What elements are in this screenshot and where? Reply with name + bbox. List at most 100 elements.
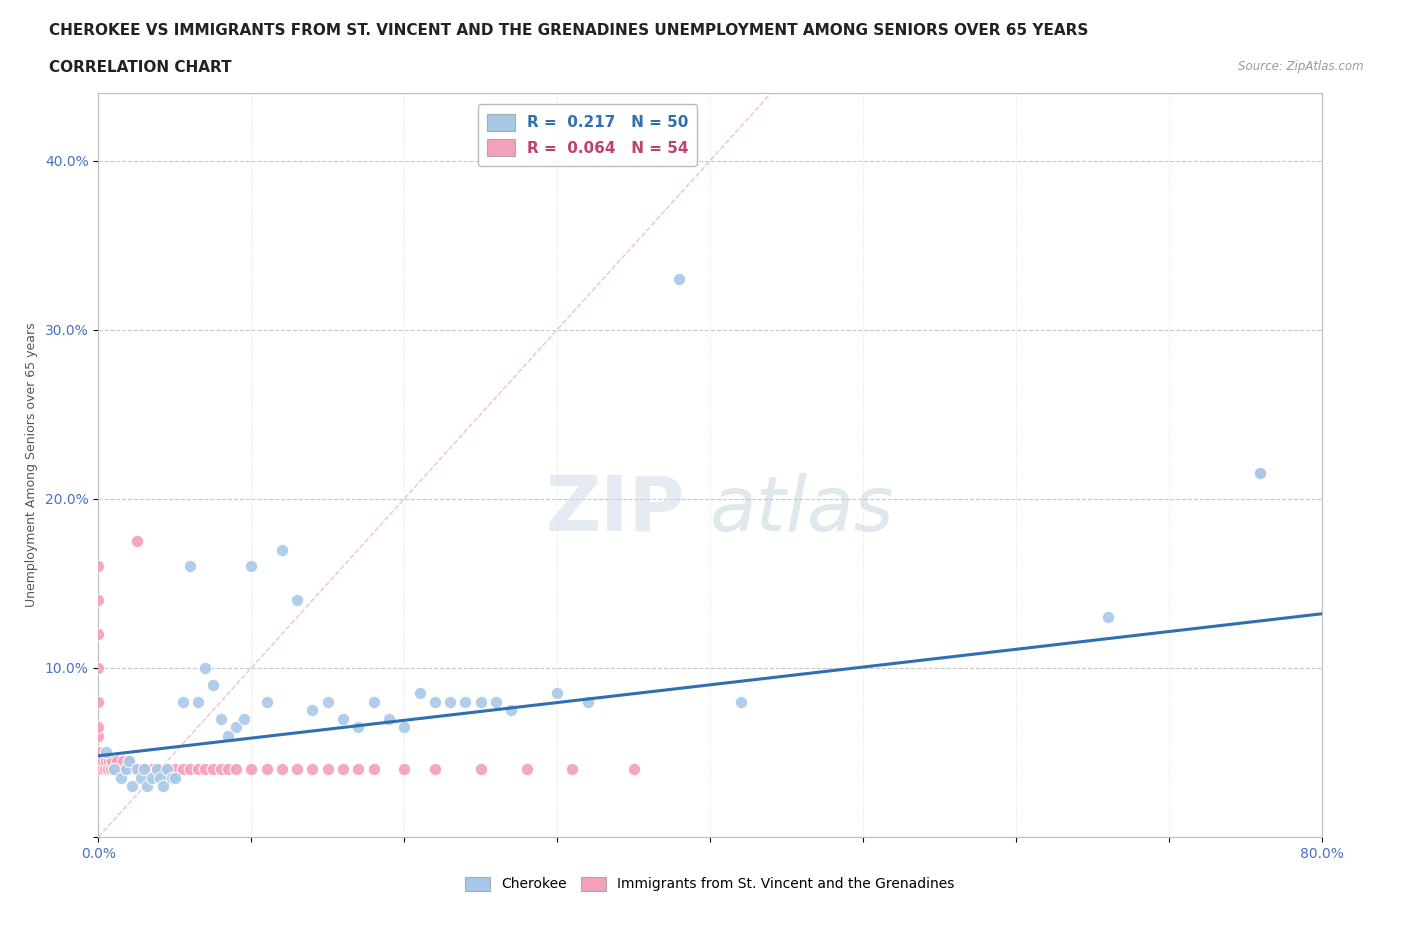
- Point: [103, 762, 125, 777]
- Point: [316, 695, 339, 710]
- Point: [363, 695, 385, 710]
- Point: [561, 762, 583, 777]
- Point: [87, 745, 110, 760]
- Point: [98, 753, 121, 768]
- Point: [90, 762, 112, 777]
- Point: [118, 753, 141, 768]
- Point: [363, 762, 385, 777]
- Point: [423, 762, 446, 777]
- Point: [179, 559, 201, 574]
- Point: [149, 770, 172, 785]
- Point: [163, 770, 186, 785]
- Point: [87, 660, 110, 675]
- Text: CHEROKEE VS IMMIGRANTS FROM ST. VINCENT AND THE GRENADINES UNEMPLOYMENT AMONG SE: CHEROKEE VS IMMIGRANTS FROM ST. VINCENT …: [49, 23, 1088, 38]
- Point: [217, 728, 239, 743]
- Point: [111, 753, 134, 768]
- Point: [392, 720, 416, 735]
- Point: [285, 592, 308, 607]
- Point: [316, 762, 339, 777]
- Point: [408, 685, 430, 700]
- Point: [105, 753, 128, 768]
- Point: [423, 695, 446, 710]
- Point: [202, 677, 225, 692]
- Point: [101, 753, 124, 768]
- Point: [454, 695, 477, 710]
- Point: [121, 778, 143, 793]
- Point: [285, 762, 308, 777]
- Point: [134, 762, 156, 777]
- Point: [470, 695, 492, 710]
- Point: [87, 695, 110, 710]
- Point: [160, 770, 183, 785]
- Point: [87, 627, 110, 642]
- Point: [134, 762, 156, 777]
- Point: [209, 711, 232, 726]
- Point: [156, 762, 179, 777]
- Point: [87, 592, 110, 607]
- Point: [347, 720, 370, 735]
- Point: [187, 695, 209, 710]
- Point: [347, 762, 370, 777]
- Point: [141, 770, 163, 785]
- Point: [179, 762, 201, 777]
- Point: [121, 762, 143, 777]
- Point: [256, 695, 278, 710]
- Point: [100, 762, 122, 777]
- Point: [110, 770, 132, 785]
- Point: [232, 711, 254, 726]
- Point: [172, 762, 194, 777]
- Point: [439, 695, 461, 710]
- Point: [730, 695, 752, 710]
- Point: [152, 778, 174, 793]
- Point: [97, 762, 120, 777]
- Point: [194, 660, 217, 675]
- Point: [115, 762, 138, 777]
- Point: [501, 703, 523, 718]
- Point: [485, 695, 508, 710]
- Point: [225, 720, 247, 735]
- Point: [87, 720, 110, 735]
- Point: [163, 762, 186, 777]
- Point: [1097, 610, 1119, 625]
- Point: [623, 762, 645, 777]
- Point: [576, 695, 599, 710]
- Point: [156, 762, 179, 777]
- Point: [136, 778, 159, 793]
- Point: [124, 762, 146, 777]
- Legend: Cherokee, Immigrants from St. Vincent and the Grenadines: Cherokee, Immigrants from St. Vincent an…: [460, 871, 960, 897]
- Point: [115, 762, 138, 777]
- Text: CORRELATION CHART: CORRELATION CHART: [49, 60, 232, 75]
- Point: [108, 762, 131, 777]
- Point: [94, 745, 117, 760]
- Point: [145, 762, 167, 777]
- Point: [270, 542, 292, 557]
- Point: [392, 762, 416, 777]
- Point: [87, 559, 110, 574]
- Point: [516, 762, 538, 777]
- Point: [1249, 466, 1271, 481]
- Point: [118, 753, 141, 768]
- Point: [93, 762, 115, 777]
- Point: [141, 762, 163, 777]
- Point: [332, 762, 354, 777]
- Point: [194, 762, 217, 777]
- Point: [217, 762, 239, 777]
- Point: [94, 753, 117, 768]
- Point: [87, 728, 110, 743]
- Point: [125, 534, 148, 549]
- Point: [187, 762, 209, 777]
- Point: [240, 762, 263, 777]
- Point: [202, 762, 225, 777]
- Point: [225, 762, 247, 777]
- Point: [668, 272, 690, 286]
- Point: [378, 711, 401, 726]
- Point: [301, 762, 323, 777]
- Point: [172, 695, 194, 710]
- Point: [209, 762, 232, 777]
- Point: [470, 762, 492, 777]
- Point: [546, 685, 568, 700]
- Point: [301, 703, 323, 718]
- Point: [332, 711, 354, 726]
- Y-axis label: Unemployment Among Seniors over 65 years: Unemployment Among Seniors over 65 years: [25, 323, 38, 607]
- Text: atlas: atlas: [710, 472, 894, 547]
